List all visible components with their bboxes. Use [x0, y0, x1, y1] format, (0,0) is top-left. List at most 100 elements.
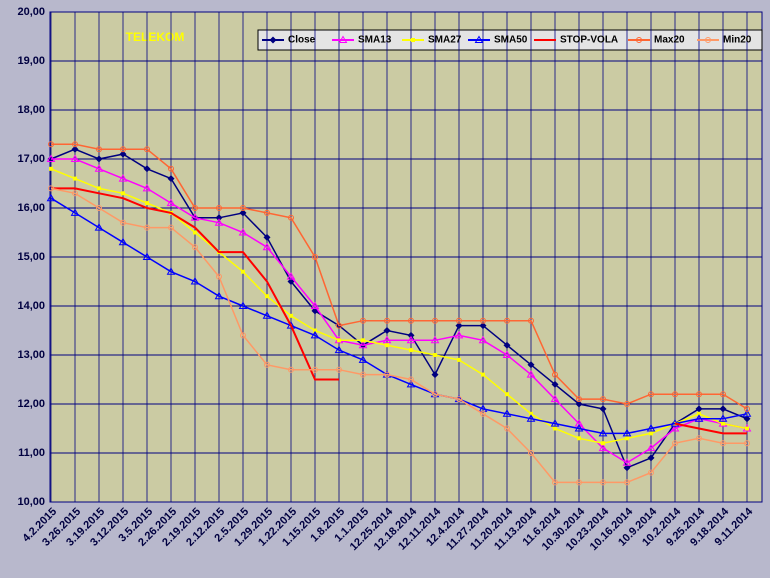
point: [71, 145, 79, 153]
point: [96, 146, 102, 153]
point: [625, 436, 629, 441]
point: [313, 328, 317, 333]
point: [550, 394, 560, 403]
point: [264, 209, 270, 216]
point: [168, 165, 174, 172]
point: [646, 443, 656, 452]
point: [526, 414, 536, 422]
legend-label: Min20: [723, 35, 752, 46]
point: [193, 230, 197, 235]
point: [360, 371, 366, 378]
point: [576, 396, 582, 403]
point: [743, 415, 751, 423]
point: [432, 391, 438, 398]
point: [454, 330, 464, 339]
y-tick-label: 12,00: [17, 398, 45, 410]
point: [408, 317, 414, 324]
point: [430, 335, 440, 344]
point: [190, 213, 200, 221]
point: [214, 218, 224, 226]
point: [72, 190, 78, 197]
point: [310, 330, 320, 339]
point: [456, 396, 462, 403]
point: [622, 458, 632, 466]
point: [552, 371, 558, 378]
point: [720, 391, 726, 398]
point: [431, 371, 439, 379]
point: [745, 426, 749, 431]
point: [73, 176, 77, 181]
point: [144, 224, 150, 231]
legend-label: STOP-VOLA: [560, 35, 618, 46]
point: [119, 150, 127, 158]
point: [48, 141, 54, 148]
y-tick-label: 15,00: [17, 251, 45, 263]
point: [385, 343, 389, 348]
point: [696, 391, 702, 398]
point: [46, 154, 56, 162]
point: [744, 440, 750, 447]
point: [646, 424, 656, 432]
point: [70, 154, 80, 162]
point: [144, 146, 150, 153]
point: [600, 479, 606, 486]
point: [94, 164, 104, 172]
point: [636, 37, 642, 43]
point: [216, 273, 222, 280]
point: [238, 301, 248, 309]
series-line: [50, 148, 748, 469]
point: [262, 311, 272, 319]
point: [670, 424, 680, 432]
point: [718, 414, 728, 422]
point: [551, 380, 559, 388]
point: [360, 317, 366, 324]
point: [46, 193, 56, 202]
point: [192, 205, 198, 211]
point: [504, 317, 510, 324]
point: [503, 341, 511, 349]
point: [240, 332, 246, 339]
series-line: [51, 158, 748, 464]
point: [264, 361, 270, 368]
series-line: [674, 422, 747, 435]
y-tick-label: 20,00: [17, 6, 45, 18]
point: [528, 317, 534, 324]
point: [553, 426, 557, 431]
point: [721, 421, 725, 426]
point: [529, 411, 533, 416]
point: [262, 242, 272, 251]
point: [310, 301, 320, 309]
legend-label: SMA27: [428, 35, 462, 46]
point: [577, 436, 581, 441]
point: [598, 443, 608, 452]
point: [120, 146, 126, 153]
series-line: [51, 143, 748, 410]
point: [143, 165, 151, 173]
point: [672, 440, 678, 447]
point: [648, 469, 654, 476]
point: [600, 396, 606, 403]
point: [358, 355, 368, 363]
point: [142, 252, 152, 260]
point: [455, 322, 463, 330]
point: [166, 198, 176, 207]
point: [334, 345, 344, 354]
point: [214, 291, 224, 300]
point: [286, 272, 296, 280]
point: [742, 409, 752, 417]
point: [474, 35, 484, 43]
point: [337, 338, 341, 343]
point: [478, 335, 488, 344]
point: [550, 419, 560, 427]
point: [695, 405, 703, 413]
legend-label: SMA13: [358, 35, 392, 46]
legend-box: [257, 29, 763, 51]
point: [672, 391, 678, 398]
point: [694, 414, 704, 422]
point: [697, 411, 701, 416]
point: [601, 441, 605, 446]
point: [504, 425, 510, 432]
point: [120, 219, 126, 226]
point: [72, 141, 78, 148]
